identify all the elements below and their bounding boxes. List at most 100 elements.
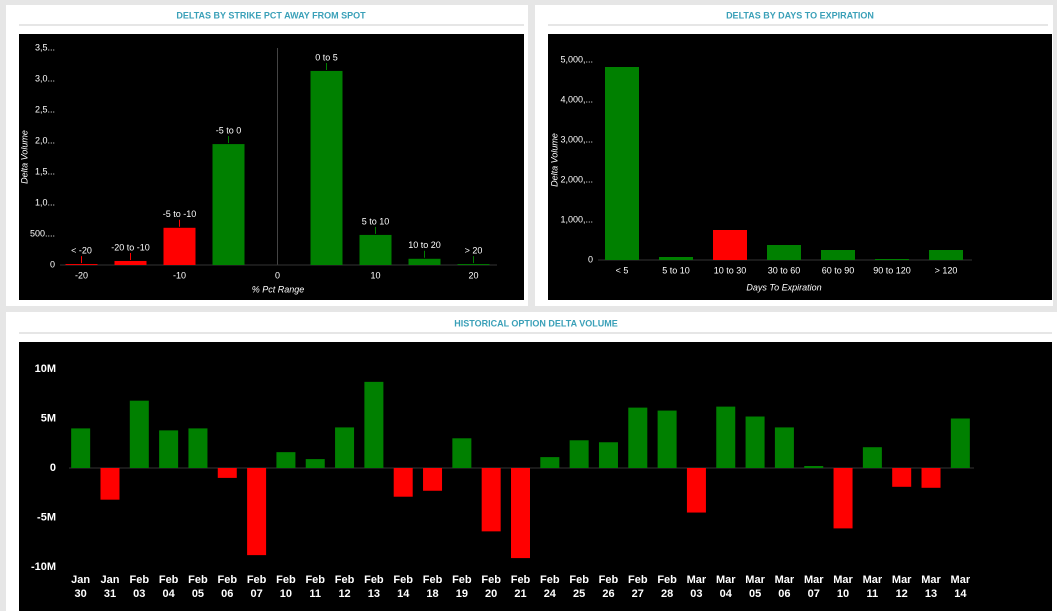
x-tick-label: Mar — [863, 574, 883, 586]
bar — [310, 70, 343, 265]
x-tick-label: 18 — [426, 588, 438, 600]
y-tick-label: 0 — [50, 259, 55, 269]
bar — [659, 257, 693, 260]
x-tick-label: 14 — [954, 588, 967, 600]
bar — [217, 468, 237, 478]
x-tick-label: 5 to 10 — [662, 265, 690, 275]
plot-area — [19, 34, 524, 300]
bar — [628, 407, 648, 468]
x-tick-label: Mar — [687, 574, 707, 586]
x-tick-label: Feb — [130, 574, 150, 586]
x-tick-label: 07 — [250, 588, 262, 600]
x-tick-label: Mar — [833, 574, 853, 586]
x-tick-label: Jan — [71, 574, 90, 586]
y-tick-label: 2,5... — [35, 104, 55, 114]
bar — [774, 427, 794, 468]
bar — [605, 67, 639, 260]
x-tick-label: Mar — [716, 574, 736, 586]
x-tick-label: 03 — [133, 588, 145, 600]
x-tick-label: 10 — [370, 270, 380, 280]
plot-area — [19, 342, 1052, 611]
bar-label: 0 to 5 — [315, 52, 338, 62]
bar-label: 10 to 20 — [408, 240, 441, 250]
x-tick-label: 13 — [925, 588, 937, 600]
x-tick-label: Feb — [423, 574, 443, 586]
bar — [247, 468, 267, 556]
bar — [393, 468, 413, 497]
bar — [65, 264, 98, 265]
bar — [212, 144, 245, 265]
y-tick-label: 4,000,... — [560, 94, 593, 104]
bar — [569, 440, 589, 468]
x-tick-label: Feb — [511, 574, 531, 586]
x-tick-label: Mar — [892, 574, 912, 586]
x-tick-label: 14 — [397, 588, 410, 600]
x-tick-label: Feb — [481, 574, 501, 586]
y-tick-label: 0 — [50, 462, 56, 474]
bar-label: -5 to 0 — [216, 125, 242, 135]
bar — [359, 234, 392, 265]
bar — [745, 416, 765, 468]
bar — [833, 468, 853, 529]
y-tick-label: 10M — [35, 363, 56, 375]
x-tick-label: 20 — [468, 270, 478, 280]
bar — [276, 452, 296, 468]
bar — [457, 264, 490, 265]
bar — [188, 428, 208, 468]
x-tick-label: 10 — [280, 588, 292, 600]
bar — [950, 418, 970, 468]
x-tick-label: 31 — [104, 588, 116, 600]
y-tick-label: 1,5... — [35, 166, 55, 176]
bar — [114, 260, 147, 265]
y-tick-label: 1,000,... — [560, 214, 593, 224]
bar-label: < -20 — [71, 245, 92, 255]
x-tick-label: Mar — [921, 574, 941, 586]
bar — [875, 259, 909, 260]
x-tick-label: Mar — [951, 574, 971, 586]
bar — [364, 381, 384, 468]
x-tick-label: Feb — [159, 574, 179, 586]
x-tick-label: 11 — [309, 588, 321, 600]
bar — [511, 468, 530, 559]
x-tick-label: 07 — [808, 588, 820, 600]
y-tick-label: 2,0... — [35, 135, 55, 145]
x-tick-label: 10 to 30 — [714, 265, 747, 275]
bar — [305, 459, 325, 468]
x-tick-label: Feb — [217, 574, 237, 586]
bar — [408, 258, 441, 265]
x-tick-label: Feb — [393, 574, 413, 586]
x-tick-label: 11 — [867, 588, 879, 600]
x-tick-label: 28 — [661, 588, 673, 600]
bar — [598, 442, 618, 468]
bar — [423, 468, 443, 491]
bar — [71, 428, 91, 468]
x-tick-label: 04 — [720, 588, 733, 600]
x-tick-label: 90 to 120 — [873, 265, 911, 275]
y-axis-label: Delta Volume — [549, 133, 559, 187]
bar — [821, 250, 855, 260]
y-tick-label: -5M — [37, 511, 56, 523]
x-tick-label: 19 — [456, 588, 468, 600]
chart-title: HISTORICAL OPTION DELTA VOLUME — [454, 318, 618, 328]
x-tick-label: -20 — [75, 270, 88, 280]
x-tick-label: 12 — [338, 588, 350, 600]
x-tick-label: 26 — [602, 588, 614, 600]
chart-title: DELTAS BY DAYS TO EXPIRATION — [726, 10, 874, 20]
bar — [452, 438, 472, 468]
bar — [159, 430, 179, 468]
x-tick-label: 30 — [75, 588, 87, 600]
y-tick-label: 2,000,... — [560, 174, 593, 184]
x-tick-label: Feb — [305, 574, 325, 586]
x-tick-label: 10 — [837, 588, 849, 600]
x-axis-label: % Pct Range — [252, 284, 305, 294]
x-tick-label: Feb — [540, 574, 560, 586]
y-tick-label: -10M — [31, 561, 56, 573]
x-tick-label: -10 — [173, 270, 186, 280]
bar — [481, 468, 501, 532]
y-tick-label: 3,0... — [35, 73, 55, 83]
y-tick-label: 3,5... — [35, 42, 55, 52]
bar — [892, 468, 912, 487]
x-tick-label: 12 — [896, 588, 908, 600]
bar — [713, 230, 747, 260]
